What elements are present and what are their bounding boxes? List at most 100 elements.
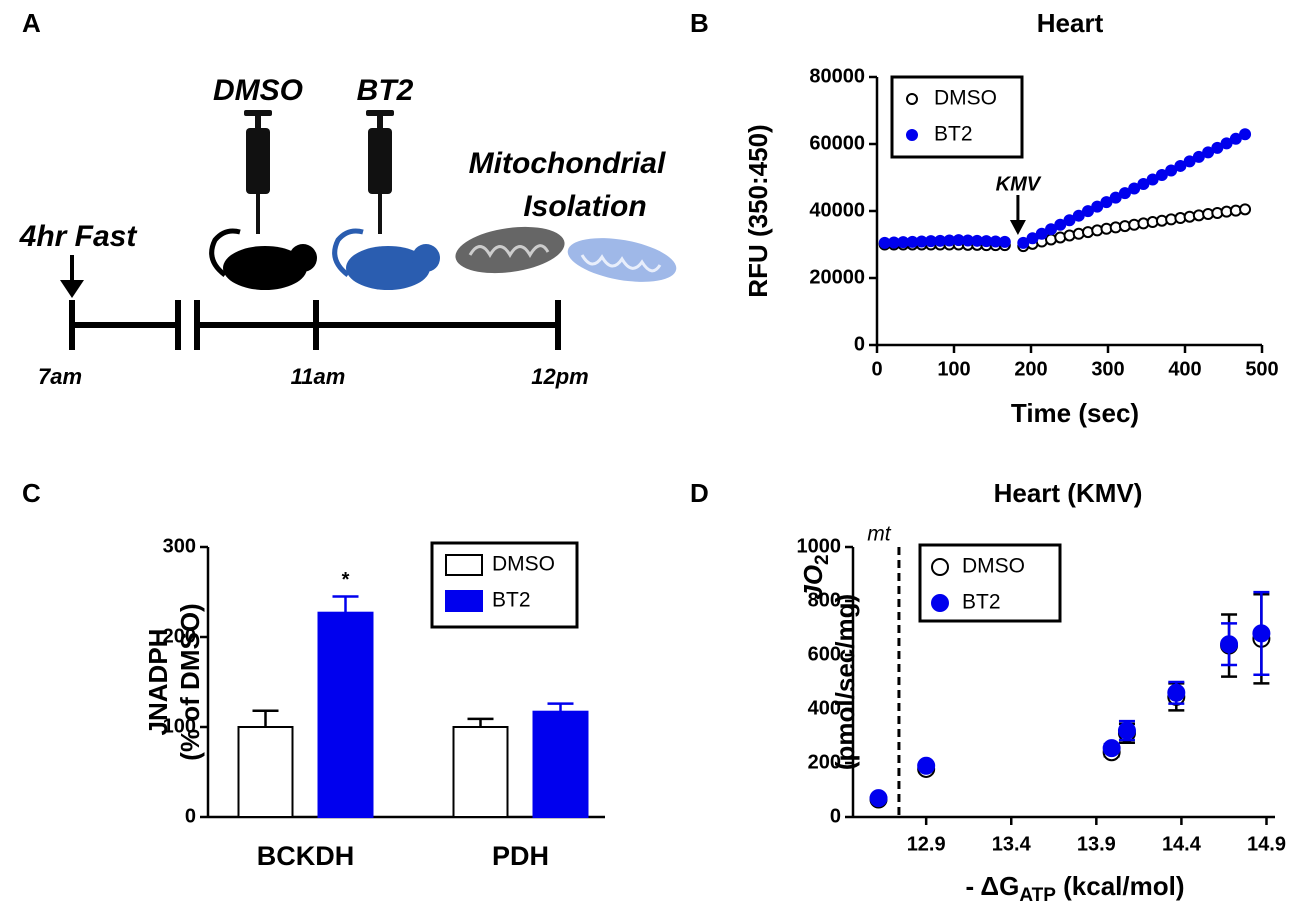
point (1155, 168, 1168, 181)
point (1146, 173, 1159, 186)
legend-label: DMSO (934, 87, 997, 110)
label-sub: ATP (1019, 885, 1056, 906)
point (1117, 721, 1136, 740)
x-tick-label: 200 (1014, 358, 1047, 380)
x-tick-label: 14.4 (1162, 833, 1202, 855)
x-tick-label: 13.4 (992, 833, 1032, 855)
point (1211, 141, 1224, 154)
point (1165, 164, 1178, 177)
point (1118, 187, 1131, 200)
point (1035, 227, 1048, 240)
point (1072, 209, 1085, 222)
y-tick-label: 600 (808, 643, 841, 665)
legend-box (430, 541, 579, 629)
fast-label: 4hr Fast (19, 220, 139, 253)
point (1239, 203, 1252, 216)
legend-label: BT2 (934, 123, 973, 146)
label-sub: 2 (812, 554, 833, 565)
point (869, 789, 888, 808)
panel-label: B (690, 8, 709, 38)
time-label: 11am (291, 364, 346, 389)
x-tick-label: 400 (1168, 358, 1201, 380)
x-tick-label: 0 (871, 358, 882, 380)
point (1239, 128, 1252, 141)
legend-box (890, 75, 1024, 159)
point (1026, 232, 1039, 245)
y-tick-label: 200 (808, 751, 841, 773)
y-axis-label: RFU (350:450) (743, 124, 773, 297)
isolation-label: Mitochondrial (469, 147, 666, 180)
y-tick-label: 800 (808, 589, 841, 611)
mitochondria (455, 226, 677, 282)
point (1081, 205, 1094, 218)
bar (317, 611, 374, 819)
y-tick-label: 100 (163, 715, 196, 737)
point (1045, 223, 1058, 236)
x-tick-label: 14.9 (1247, 833, 1286, 855)
point (1017, 236, 1030, 249)
annotation: * (342, 569, 350, 591)
point (1063, 214, 1076, 227)
label-part: JO (798, 565, 828, 600)
point (1229, 132, 1242, 145)
y-tick-label: 60000 (809, 132, 865, 154)
x-tick-label: 500 (1245, 358, 1278, 380)
step-label: DMSO (213, 74, 303, 107)
x-tick-label: 300 (1091, 358, 1124, 380)
point (917, 756, 936, 775)
point (1220, 635, 1239, 654)
legend-marker (931, 558, 949, 576)
timeline-diagram: A DMSO BT2 Mitochondrial Isolation 4hr F… (19, 8, 677, 389)
point (1252, 624, 1271, 643)
y-tick-label: 80000 (809, 65, 865, 87)
x-axis-label: - ΔGATP (kcal/mol) (965, 871, 1184, 906)
label-part: - ΔG (965, 871, 1019, 901)
point (1109, 191, 1122, 204)
isolation-label: Isolation (523, 190, 646, 223)
panel-label: D (690, 478, 709, 508)
category-label: PDH (492, 841, 549, 871)
y-axis-label: (pmol/sec/mg) (830, 594, 860, 770)
time-label: 7am (38, 364, 82, 389)
point (1183, 155, 1196, 168)
legend-marker (445, 590, 483, 612)
point (1167, 683, 1186, 702)
point (1192, 150, 1205, 163)
legend-label: DMSO (492, 553, 555, 576)
legend-marker (931, 594, 949, 612)
panel-label: C (22, 478, 41, 508)
legend-marker (906, 93, 918, 105)
y-tick-label: 0 (185, 805, 196, 827)
label-part: (kcal/mol) (1056, 871, 1185, 901)
point (998, 235, 1011, 248)
point (1100, 196, 1113, 209)
y-axis-label: JO2 (798, 554, 833, 599)
y-tick-label: 200 (163, 625, 196, 647)
syringe (244, 110, 394, 234)
chart-title: Heart (1037, 8, 1104, 38)
y-tick-label: 40000 (809, 199, 865, 221)
point (1220, 137, 1233, 150)
point (1102, 739, 1121, 758)
y-tick-label: 0 (830, 805, 841, 827)
mouse (209, 228, 440, 290)
y-tick-label: 20000 (809, 266, 865, 288)
bar (237, 726, 294, 818)
arrow (60, 280, 84, 298)
x-axis-label: Time (sec) (1011, 398, 1139, 428)
y-tick-label: 0 (854, 333, 865, 355)
panel-label: A (22, 8, 41, 38)
y-axis-label: (% of DMSO) (175, 603, 205, 760)
point (1137, 178, 1150, 191)
chart-title: Heart (KMV) (994, 478, 1143, 508)
step-label: BT2 (357, 74, 414, 107)
point (1202, 146, 1215, 159)
bar (532, 710, 589, 819)
y-axis-label: JNADPH (143, 629, 173, 736)
timeline (69, 255, 561, 350)
annotation-arrowhead (1009, 220, 1026, 235)
annotation: mt (867, 523, 891, 546)
legend-marker (445, 554, 483, 576)
